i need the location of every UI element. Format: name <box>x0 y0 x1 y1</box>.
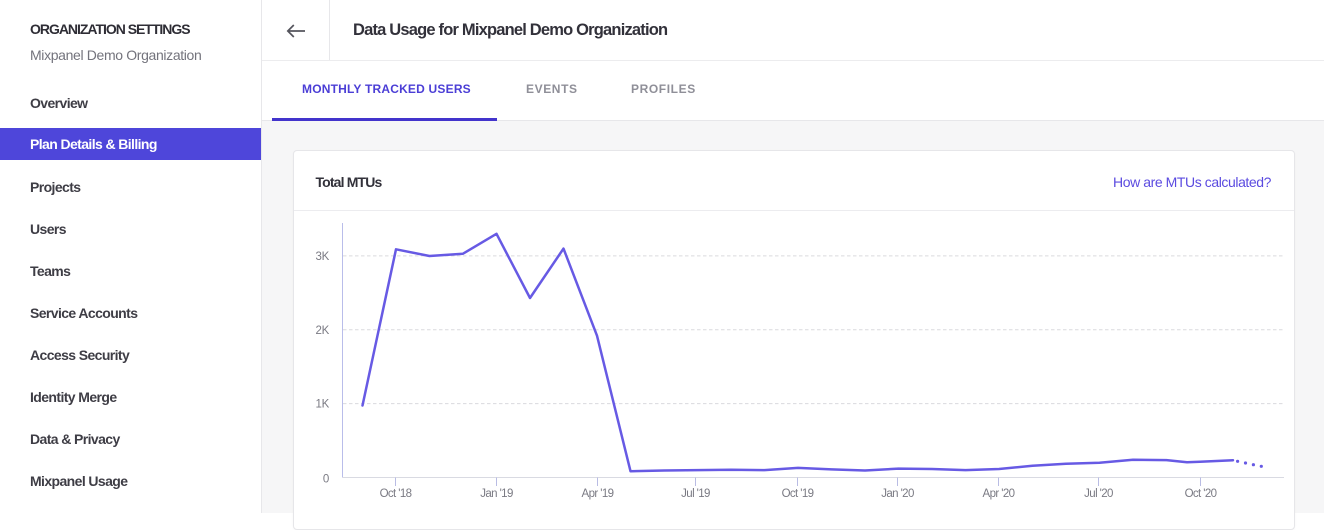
svg-text:Jan '20: Jan '20 <box>881 488 914 500</box>
svg-text:Jul '20: Jul '20 <box>1084 488 1113 500</box>
svg-text:3K: 3K <box>316 251 330 263</box>
svg-text:Jan '19: Jan '19 <box>480 488 513 500</box>
svg-text:Jul '19: Jul '19 <box>681 488 710 500</box>
svg-text:Apr '19: Apr '19 <box>582 488 614 500</box>
svg-text:Apr '20: Apr '20 <box>983 488 1015 500</box>
svg-text:0: 0 <box>323 473 329 485</box>
svg-text:1K: 1K <box>316 399 330 411</box>
svg-text:Oct '19: Oct '19 <box>782 488 814 500</box>
svg-text:Oct '20: Oct '20 <box>1185 488 1217 500</box>
svg-text:2K: 2K <box>316 325 330 337</box>
svg-text:Oct '18: Oct '18 <box>380 488 412 500</box>
